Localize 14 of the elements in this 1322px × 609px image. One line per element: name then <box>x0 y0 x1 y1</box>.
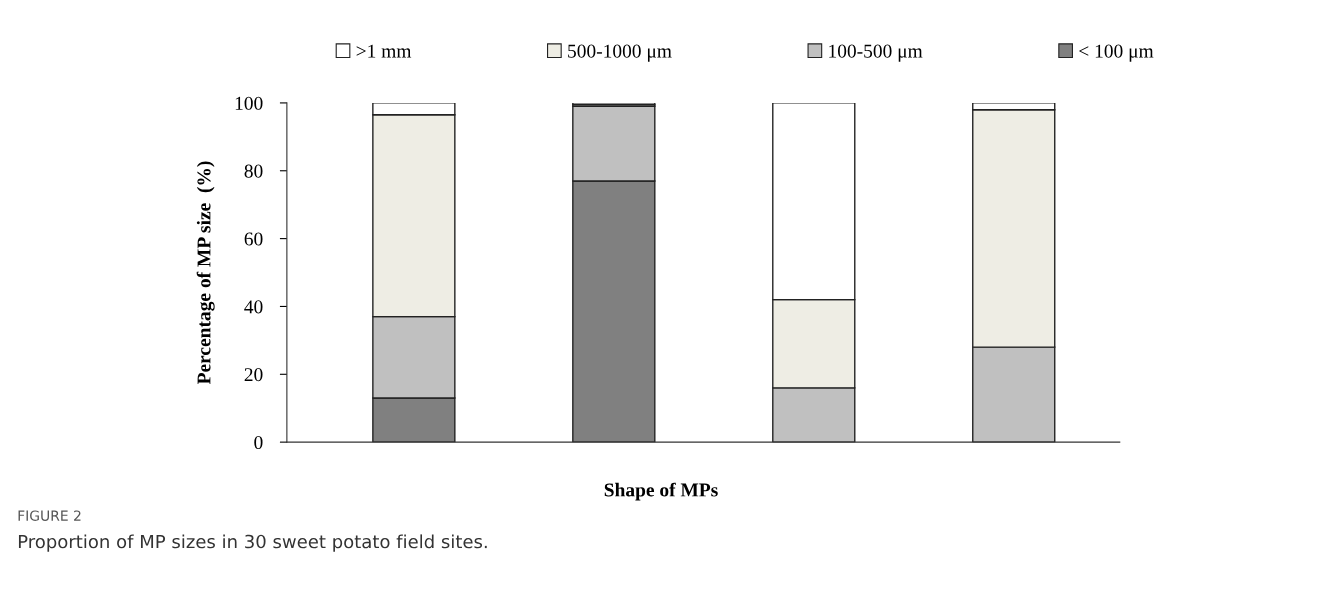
y-tick-label: 40 <box>244 300 263 314</box>
y-tick-label: 80 <box>244 164 263 178</box>
legend-label: 500-1000 μm <box>568 44 672 62</box>
caption: FIGURE 2 <box>18 510 81 521</box>
legend-label: < 100 μm <box>1079 44 1154 62</box>
y-axis-title: Percentage of MP size (%) <box>196 161 215 385</box>
y-tick-label: 60 <box>244 232 263 246</box>
y-tick-label: 100 <box>235 96 263 110</box>
y-tick-label: 20 <box>244 368 263 382</box>
x-axis-title: Shape of MPs <box>604 482 718 501</box>
text: Proportion of MP sizes in 30 sweet potato field sites. <box>18 534 487 552</box>
legend-label: >1 mm <box>356 44 412 58</box>
legend-label: 100-500 μm <box>829 44 923 62</box>
y-tick-label: 0 <box>254 435 263 450</box>
